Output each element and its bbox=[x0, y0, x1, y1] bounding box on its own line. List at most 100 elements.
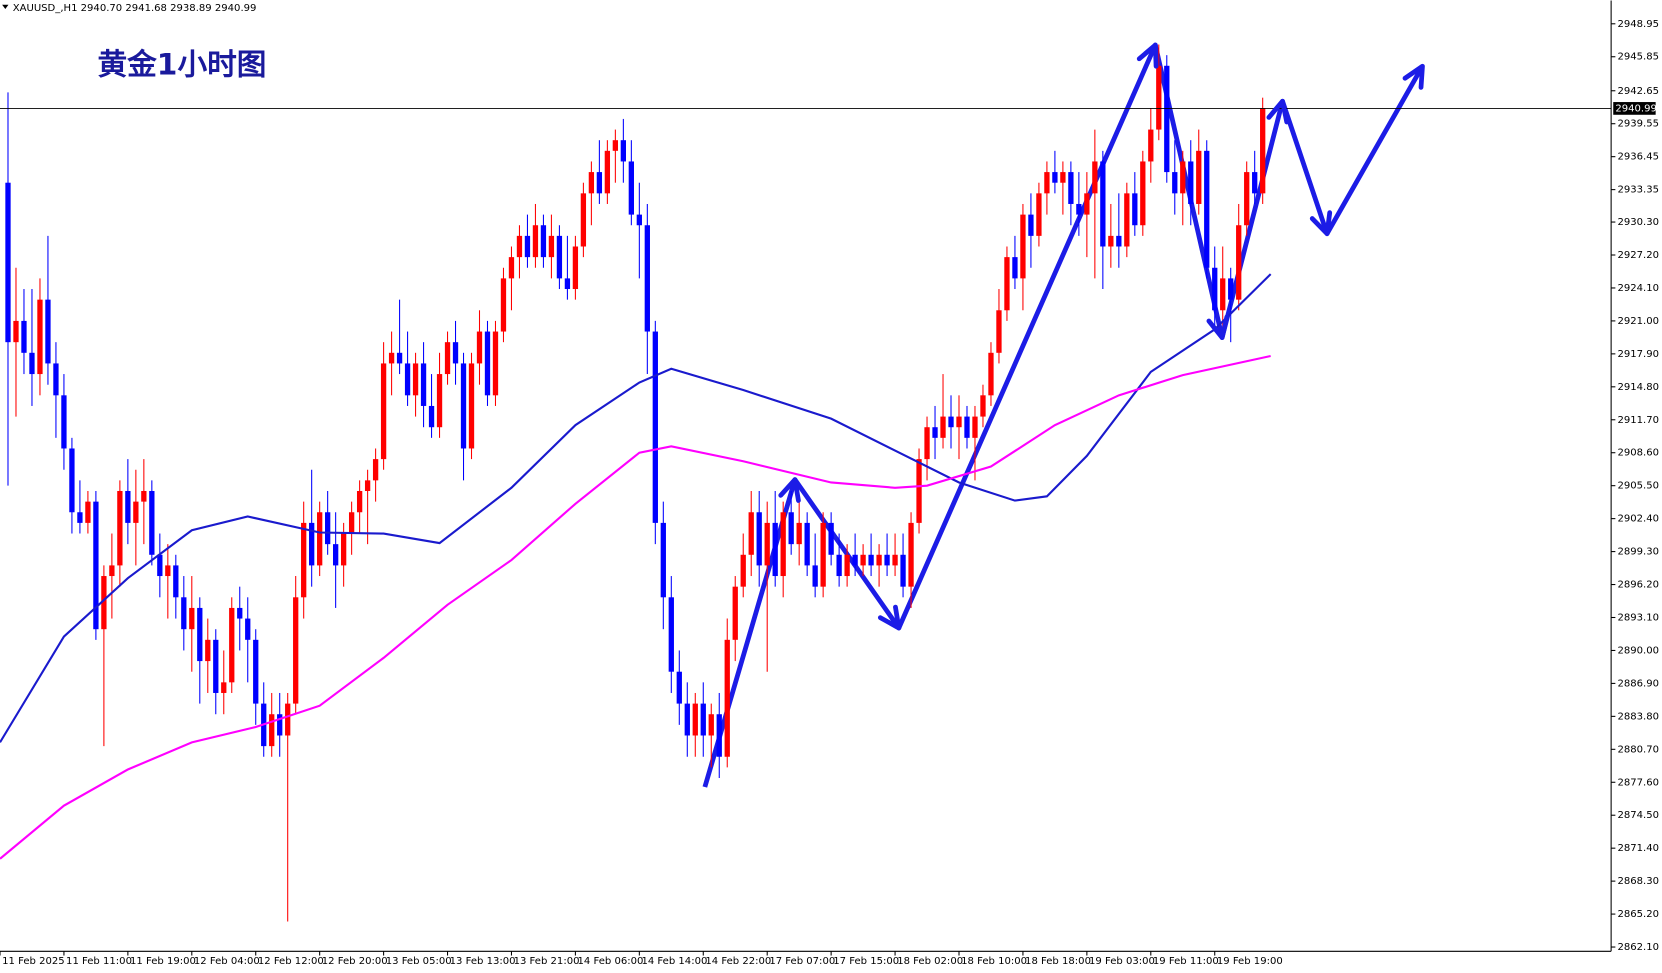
candle-body bbox=[1092, 161, 1098, 194]
candle-body bbox=[133, 501, 139, 523]
x-tick-label: 12 Feb 12:00 bbox=[258, 956, 324, 967]
last-price-label: 2940.99 bbox=[1615, 103, 1657, 114]
candle-body bbox=[69, 448, 75, 513]
x-tick-label: 17 Feb 07:00 bbox=[769, 956, 835, 967]
candle-body bbox=[676, 671, 682, 704]
y-tick-label: 2927.20 bbox=[1617, 250, 1659, 261]
candle-body bbox=[716, 714, 722, 757]
candle-body bbox=[340, 533, 347, 566]
candle-body bbox=[1036, 193, 1042, 236]
candle-body bbox=[932, 427, 938, 438]
candle-body bbox=[325, 512, 331, 545]
candle-body bbox=[740, 554, 746, 587]
candle-body bbox=[660, 522, 666, 598]
arrow-head bbox=[778, 477, 801, 503]
candle-body bbox=[628, 161, 634, 215]
x-tick-label: 12 Feb 20:00 bbox=[322, 956, 388, 967]
candle-body bbox=[1044, 172, 1050, 194]
candle-body bbox=[197, 607, 203, 662]
candle-body bbox=[844, 554, 850, 577]
candle-body bbox=[884, 554, 890, 566]
candle-body bbox=[1260, 108, 1266, 194]
y-tick-label: 2945.85 bbox=[1617, 52, 1659, 63]
y-tick-label: 2914.80 bbox=[1617, 382, 1659, 393]
candle-body bbox=[892, 554, 898, 566]
y-tick-label: 2871.40 bbox=[1617, 843, 1659, 854]
candle-body bbox=[500, 278, 507, 332]
y-tick-label: 2862.10 bbox=[1617, 942, 1659, 953]
candle-body bbox=[396, 352, 403, 364]
candle-body bbox=[1108, 235, 1114, 247]
y-tick-label: 2930.30 bbox=[1617, 217, 1659, 228]
arrow-head bbox=[877, 604, 902, 631]
candle-body bbox=[157, 554, 163, 577]
candle-body bbox=[916, 459, 922, 523]
candle-body bbox=[388, 352, 395, 364]
candle-body bbox=[1020, 214, 1026, 279]
candle-body bbox=[580, 193, 587, 247]
candle-body bbox=[548, 235, 555, 258]
candle-body bbox=[77, 512, 83, 523]
candle-body bbox=[708, 714, 714, 736]
candle-body bbox=[1116, 235, 1122, 247]
candle-body bbox=[165, 565, 171, 577]
y-tick-label: 2917.90 bbox=[1617, 349, 1659, 360]
candle-body bbox=[356, 490, 363, 513]
x-tick-label: 18 Feb 10:00 bbox=[961, 956, 1027, 967]
candle-body bbox=[812, 565, 818, 587]
candle-body bbox=[285, 703, 291, 736]
candle-body bbox=[237, 607, 243, 619]
candle-body bbox=[852, 554, 858, 566]
candle-body bbox=[692, 703, 698, 736]
candle-body bbox=[317, 512, 323, 566]
candle-body bbox=[644, 225, 650, 332]
x-tick-label: 11 Feb 11:00 bbox=[66, 956, 132, 967]
candle-body bbox=[364, 480, 371, 491]
x-tick-label: 14 Feb 06:00 bbox=[578, 956, 644, 967]
candle-body bbox=[245, 618, 251, 640]
x-tick-label: 13 Feb 13:00 bbox=[450, 956, 516, 967]
candle-body bbox=[301, 522, 307, 598]
candle-body bbox=[37, 299, 43, 375]
candle-body bbox=[1188, 161, 1194, 204]
candle-body bbox=[45, 299, 51, 364]
candle-body bbox=[253, 639, 259, 704]
x-tick-label: 18 Feb 18:00 bbox=[1025, 956, 1091, 967]
candle-body bbox=[868, 554, 874, 566]
candle-body bbox=[221, 682, 227, 693]
candle-body bbox=[772, 522, 778, 577]
candle-body bbox=[372, 459, 379, 481]
candle-body bbox=[820, 522, 826, 587]
y-tick-label: 2868.30 bbox=[1617, 876, 1659, 887]
candle-body bbox=[668, 597, 674, 672]
candle-body bbox=[428, 405, 435, 428]
y-tick-label: 2939.55 bbox=[1617, 119, 1659, 130]
candle-body bbox=[444, 342, 451, 375]
y-tick-label: 2883.80 bbox=[1617, 711, 1659, 722]
candle-body bbox=[1100, 161, 1106, 247]
candle-body bbox=[61, 395, 67, 449]
y-tick-label: 2877.60 bbox=[1617, 777, 1659, 788]
y-tick-label: 2874.50 bbox=[1617, 810, 1659, 821]
candle-body bbox=[556, 235, 563, 279]
arrow-head bbox=[1309, 210, 1333, 237]
header-text: XAUUSD_,H1 2940.70 2941.68 2938.89 2940.… bbox=[13, 3, 257, 14]
y-tick-label: 2936.45 bbox=[1617, 152, 1659, 163]
candle-body bbox=[1252, 172, 1258, 194]
y-tick-label: 2933.35 bbox=[1617, 185, 1659, 196]
candle-body bbox=[101, 576, 107, 630]
x-tick-label: 18 Feb 02:00 bbox=[897, 956, 963, 967]
candle-body bbox=[980, 395, 986, 417]
chart-title: 黄金1小时图 bbox=[98, 47, 267, 82]
x-tick-label: 13 Feb 21:00 bbox=[514, 956, 580, 967]
y-tick-label: 2948.95 bbox=[1617, 19, 1659, 30]
candle-body bbox=[181, 597, 187, 630]
candle-body bbox=[636, 214, 642, 226]
candle-body bbox=[117, 490, 123, 566]
candle-body bbox=[436, 374, 443, 428]
candle-body bbox=[732, 586, 738, 640]
candle-body bbox=[476, 331, 483, 364]
x-tick-label: 19 Feb 19:00 bbox=[1217, 956, 1283, 967]
candle-body bbox=[277, 714, 283, 736]
